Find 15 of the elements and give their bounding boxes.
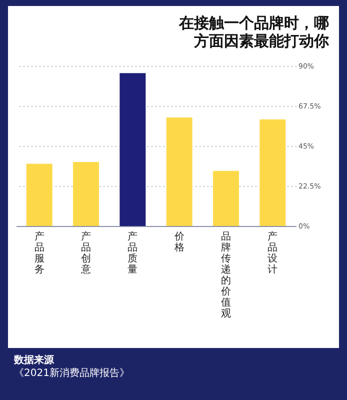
bar: [73, 162, 99, 226]
x-tick-label: 品牌传递的价值观: [220, 232, 231, 320]
x-tick-label: 产品质量: [128, 230, 138, 276]
chart-title: 在接触一个品牌时，哪方面因素最能打动你: [178, 14, 329, 50]
text: 数据来源: [14, 354, 55, 367]
text: 《2021新消费品牌报告》: [14, 367, 130, 380]
bar: [166, 118, 192, 226]
bar: [26, 164, 52, 226]
x-tick-label: 价格: [173, 230, 184, 254]
bar: [120, 73, 146, 226]
x-tick-label: 产品设计: [268, 230, 278, 276]
x-tick-label: 产品创意: [80, 230, 91, 276]
bar: [213, 170, 239, 226]
x-tick-label: 产品服务: [34, 230, 44, 276]
bar: [260, 119, 286, 226]
